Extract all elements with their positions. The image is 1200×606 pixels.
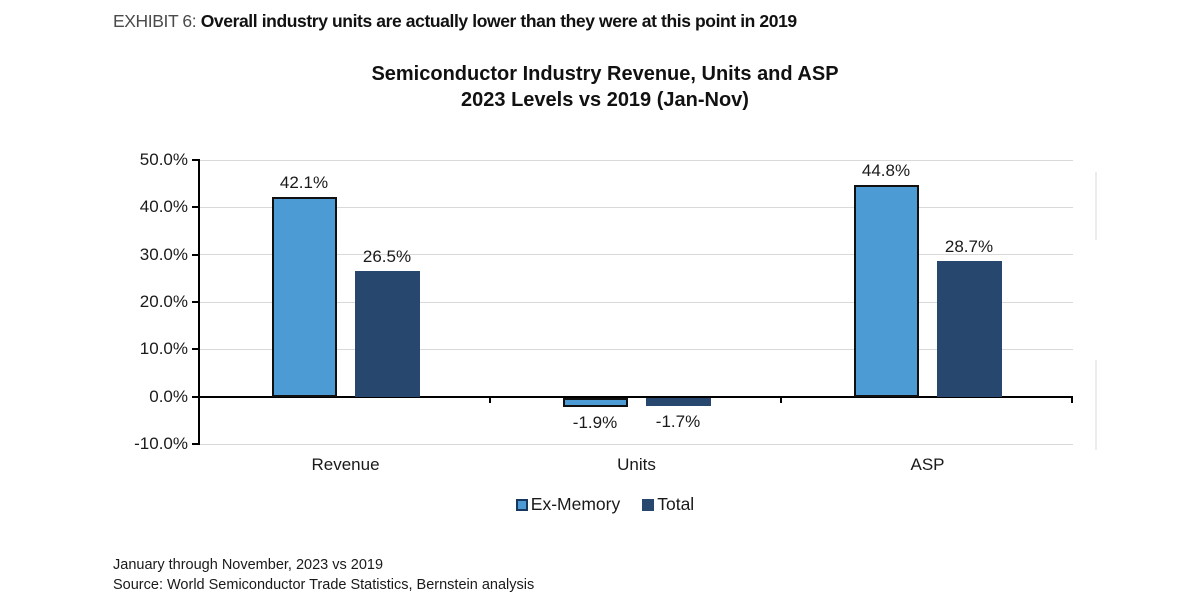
bar-total-asp (936, 260, 1002, 397)
y-axis-tick (192, 348, 200, 351)
x-axis-zero-line (200, 395, 1073, 398)
chart-title: Semiconductor Industry Revenue, Units an… (105, 61, 1105, 113)
chart-title-line1: Semiconductor Industry Revenue, Units an… (371, 63, 839, 85)
y-axis-line (198, 160, 200, 445)
bar-total-units (645, 397, 711, 406)
chart-legend: Ex-Memory Total (105, 494, 1105, 515)
bar-value-label: 28.7% (944, 236, 994, 256)
exhibit-headline: Overall industry units are actually lowe… (200, 11, 797, 31)
chart-footnote: January through November, 2023 vs 2019 S… (113, 556, 534, 595)
y-axis-tick (192, 443, 200, 445)
y-axis-tick (192, 395, 200, 398)
chart-title-line2: 2023 Levels vs 2019 (Jan-Nov) (461, 89, 749, 111)
y-axis-tick (192, 206, 200, 209)
legend-item-ex-memory: Ex-Memory (515, 494, 621, 515)
y-gridline (200, 254, 1073, 256)
y-axis-tick-label: -10.0% (134, 434, 188, 453)
y-axis-tick-label: 50.0% (139, 150, 188, 169)
y-gridline (200, 443, 1073, 445)
y-gridline (200, 159, 1073, 161)
legend-label: Ex-Memory (530, 494, 621, 514)
y-axis-tick-label: 20.0% (139, 292, 188, 311)
y-axis-tick-label: 10.0% (139, 339, 188, 359)
x-axis-boundary-tick (780, 396, 782, 403)
y-gridline (200, 301, 1073, 303)
y-axis-tick-label: 40.0% (139, 197, 188, 217)
legend-item-total: Total (642, 494, 694, 515)
y-axis-tick (192, 301, 200, 303)
bar-value-label: 44.8% (861, 160, 911, 180)
exhibit-number: EXHIBIT 6: (113, 11, 197, 31)
footnote-source: Source: World Semiconductor Trade Statis… (113, 576, 535, 593)
legend-swatch-icon (642, 498, 655, 511)
exhibit-header: EXHIBIT 6: Overall industry units are ac… (113, 11, 797, 32)
y-axis-tick-label: 0.0% (149, 386, 188, 406)
x-axis-category-label: Revenue (311, 455, 380, 474)
bar-value-label: 42.1% (279, 173, 329, 193)
legend-swatch-icon (515, 498, 528, 511)
footnote-period: January through November, 2023 vs 2019 (113, 557, 384, 573)
bar-ex-memory-asp (853, 184, 919, 397)
bar-ex-memory-units (562, 397, 628, 407)
x-axis-boundary-tick (489, 396, 491, 403)
y-axis-tick (192, 253, 200, 256)
y-axis-tick-label: 30.0% (139, 244, 188, 264)
bar-value-label: -1.7% (655, 411, 701, 431)
x-axis-category-label: Units (617, 455, 656, 474)
y-axis-tick (192, 159, 200, 161)
bar-total-revenue (354, 271, 420, 397)
right-edge-artifact (1095, 360, 1097, 450)
bar-value-label: 26.5% (362, 247, 412, 267)
x-axis-category-label: ASP (910, 455, 945, 474)
bar-value-label: -1.9% (572, 412, 618, 432)
x-axis-boundary-tick (1071, 396, 1073, 403)
legend-label: Total (657, 494, 695, 514)
y-gridline (200, 206, 1073, 208)
bar-ex-memory-revenue (271, 197, 337, 397)
right-edge-artifact (1095, 172, 1097, 240)
y-gridline (200, 348, 1073, 350)
